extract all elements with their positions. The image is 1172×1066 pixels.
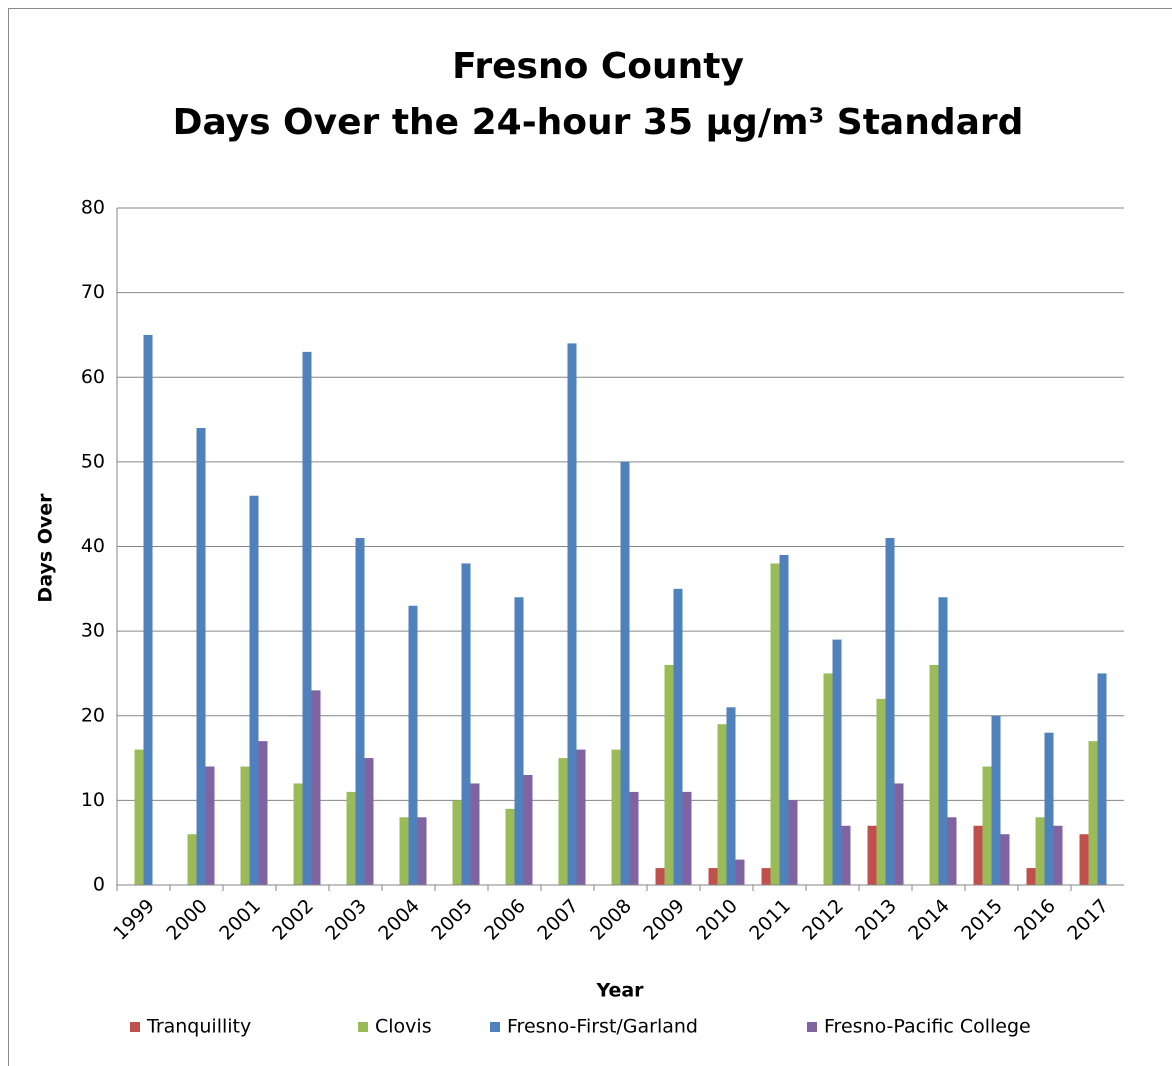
bar [779,554,789,885]
bar [991,715,1001,885]
bar [717,724,727,885]
bar [867,825,877,885]
bar [832,639,842,885]
chart-subtitle: Days Over the 24-hour 35 µg/m³ Standard [173,102,1024,143]
y-tick-label: 10 [81,789,105,811]
bar [523,774,533,885]
legend-swatch [130,1022,140,1032]
bar [417,817,427,885]
legend-swatch [807,1022,817,1032]
bar [240,766,250,885]
bar [708,868,718,885]
bar [982,766,992,885]
bar [205,766,215,885]
bar [611,749,621,885]
y-tick-label: 50 [81,450,105,472]
bar [761,868,771,885]
y-tick-label: 20 [81,704,105,726]
bar [1088,741,1098,885]
bar [947,817,957,885]
bar [1035,817,1045,885]
y-tick-label: 30 [81,620,105,642]
y-tick-label: 60 [81,366,105,388]
bar [823,673,833,885]
bar [894,783,904,885]
bar [470,783,480,885]
bar [841,825,851,885]
bar [629,791,639,885]
legend-label: Fresno-First/Garland [507,1016,698,1038]
bar [302,351,312,885]
bar [567,343,577,885]
legend-label: Tranquillity [146,1016,251,1038]
y-tick-label: 70 [81,281,105,303]
bar [682,791,692,885]
bar [187,834,197,885]
y-tick-label: 0 [93,874,105,896]
bar [364,758,374,885]
bar [249,495,259,885]
bar [134,749,144,885]
bar [655,868,665,885]
bar [885,538,895,885]
y-axis-title: Days Over [35,493,57,603]
bar [664,664,674,885]
bar [1000,834,1010,885]
bar [514,597,524,885]
chart-title: Fresno County [452,46,744,87]
bar [399,817,409,885]
legend-label: Clovis [375,1016,432,1038]
bar [558,758,568,885]
bar [938,597,948,885]
bar [461,563,471,885]
legend-swatch [358,1022,368,1032]
bar [143,334,153,885]
bar [1044,732,1054,885]
bar [1097,673,1107,885]
bar [505,808,515,885]
y-tick-label: 40 [81,535,105,557]
bar [576,749,586,885]
bar [408,605,418,885]
bar [929,664,939,885]
bar [1026,868,1036,885]
bar [620,461,630,885]
bar [311,690,321,885]
y-tick-label: 80 [81,197,105,219]
bar [673,588,683,885]
bar [876,698,886,885]
bar [973,825,983,885]
bar [726,707,736,885]
bar [258,741,268,885]
bar [355,538,365,885]
bar [1053,825,1063,885]
bar [1079,834,1089,885]
legend-label: Fresno-Pacific College [824,1016,1031,1038]
legend-swatch [490,1022,500,1032]
bar [770,563,780,885]
bar [788,800,798,885]
x-axis-title: Year [595,980,644,1002]
bar [452,800,462,885]
bar [196,428,206,885]
bar [346,791,356,885]
bar [735,859,745,885]
bar [293,783,303,885]
